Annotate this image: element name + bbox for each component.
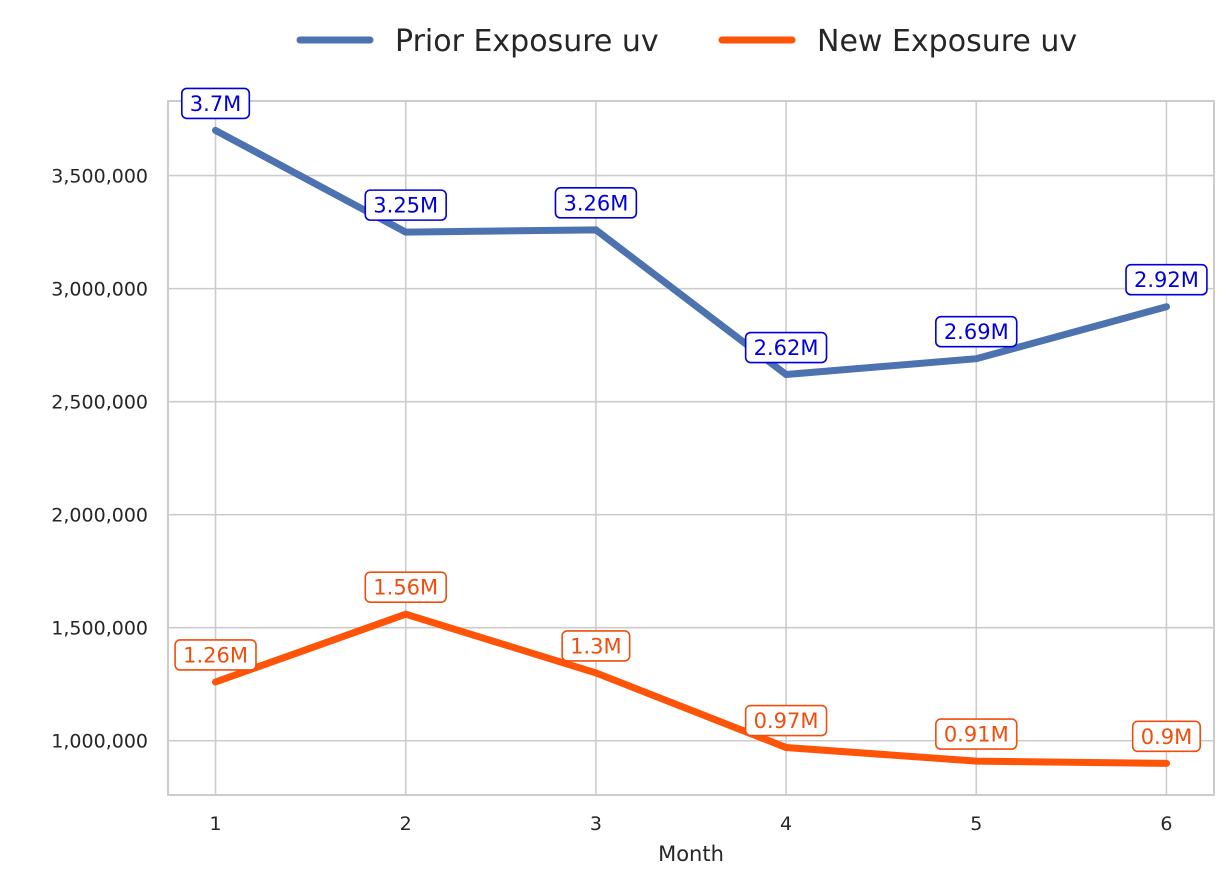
data-label-frame bbox=[1125, 263, 1208, 296]
data-label-box: 3.7M bbox=[180, 87, 251, 120]
x-axis-title: Month bbox=[658, 842, 724, 866]
data-label: 2.92M bbox=[1134, 268, 1199, 292]
y-tick-label: 3,500,000 bbox=[51, 166, 148, 188]
data-label-frame bbox=[935, 315, 1018, 348]
y-tick-label: 1,500,000 bbox=[51, 618, 148, 640]
legend-label-1: New Exposure uv bbox=[817, 24, 1077, 59]
data-label-box: 0.9M bbox=[1131, 720, 1202, 753]
y-tick-label: 2,000,000 bbox=[51, 505, 148, 527]
series-line-0 bbox=[212, 126, 1170, 379]
data-label: 3.25M bbox=[373, 194, 438, 218]
data-label-box: 2.62M bbox=[744, 331, 828, 364]
data-label-frame bbox=[744, 704, 828, 737]
grid-lines bbox=[168, 101, 1214, 795]
data-label-box: 1.56M bbox=[364, 571, 447, 603]
legend-label-0: Prior Exposure uv bbox=[395, 24, 659, 59]
x-tick-label: 2 bbox=[400, 813, 412, 835]
data-label-box: 0.97M bbox=[744, 704, 828, 737]
data-label-box: 0.91M bbox=[935, 718, 1018, 750]
data-label-box: 3.26M bbox=[554, 187, 638, 219]
data-label: 2.69M bbox=[944, 320, 1009, 344]
data-label: 1.56M bbox=[373, 576, 438, 600]
x-tick-label: 6 bbox=[1160, 813, 1172, 835]
data-label-frame bbox=[935, 718, 1018, 750]
data-label: 3.26M bbox=[563, 191, 628, 215]
y-tick-label: 3,000,000 bbox=[51, 279, 148, 301]
data-label-box: 1.3M bbox=[561, 630, 631, 662]
data-label-frame bbox=[744, 331, 828, 364]
x-axis-ticks: 1 2 3 4 5 6 bbox=[209, 813, 1172, 835]
plot-frame bbox=[167, 100, 1215, 796]
data-labels: 3.7M 3.25M 3.26M 2.62M 2.69M 2.92M 1.26M 1.56M 1… bbox=[174, 87, 1208, 753]
data-label: 1.26M bbox=[183, 643, 248, 667]
data-label: 0.91M bbox=[944, 723, 1009, 747]
y-tick-label: 1,000,000 bbox=[51, 731, 148, 753]
data-label: 2.62M bbox=[754, 336, 819, 360]
x-tick-label: 3 bbox=[590, 813, 602, 835]
legend: Prior Exposure uv New Exposure uv bbox=[296, 24, 1077, 59]
data-label-frame bbox=[554, 187, 638, 219]
data-label: 0.97M bbox=[754, 709, 819, 733]
x-tick-label: 5 bbox=[970, 813, 982, 835]
data-label-frame bbox=[561, 630, 631, 662]
data-label-frame bbox=[174, 639, 257, 671]
data-label-box: 3.25M bbox=[364, 189, 447, 221]
data-label: 0.9M bbox=[1141, 725, 1193, 749]
y-tick-label: 2,500,000 bbox=[51, 392, 148, 414]
data-label-box: 2.69M bbox=[935, 315, 1018, 348]
data-label-frame bbox=[180, 87, 251, 120]
data-label: 3.7M bbox=[190, 92, 242, 116]
data-label-box: 1.26M bbox=[174, 639, 257, 671]
data-label-box: 2.92M bbox=[1125, 263, 1208, 296]
y-axis-ticks: 1,000,000 1,500,000 2,000,000 2,500,000 3,00… bbox=[51, 166, 148, 753]
x-tick-label: 1 bbox=[209, 813, 221, 835]
series-line-1 bbox=[212, 610, 1170, 767]
data-label: 1.3M bbox=[570, 634, 622, 658]
series-lines bbox=[212, 126, 1170, 767]
x-tick-label: 4 bbox=[780, 813, 792, 835]
data-label-frame bbox=[364, 571, 447, 603]
data-label-frame bbox=[1131, 720, 1202, 753]
data-label-frame bbox=[364, 189, 447, 221]
